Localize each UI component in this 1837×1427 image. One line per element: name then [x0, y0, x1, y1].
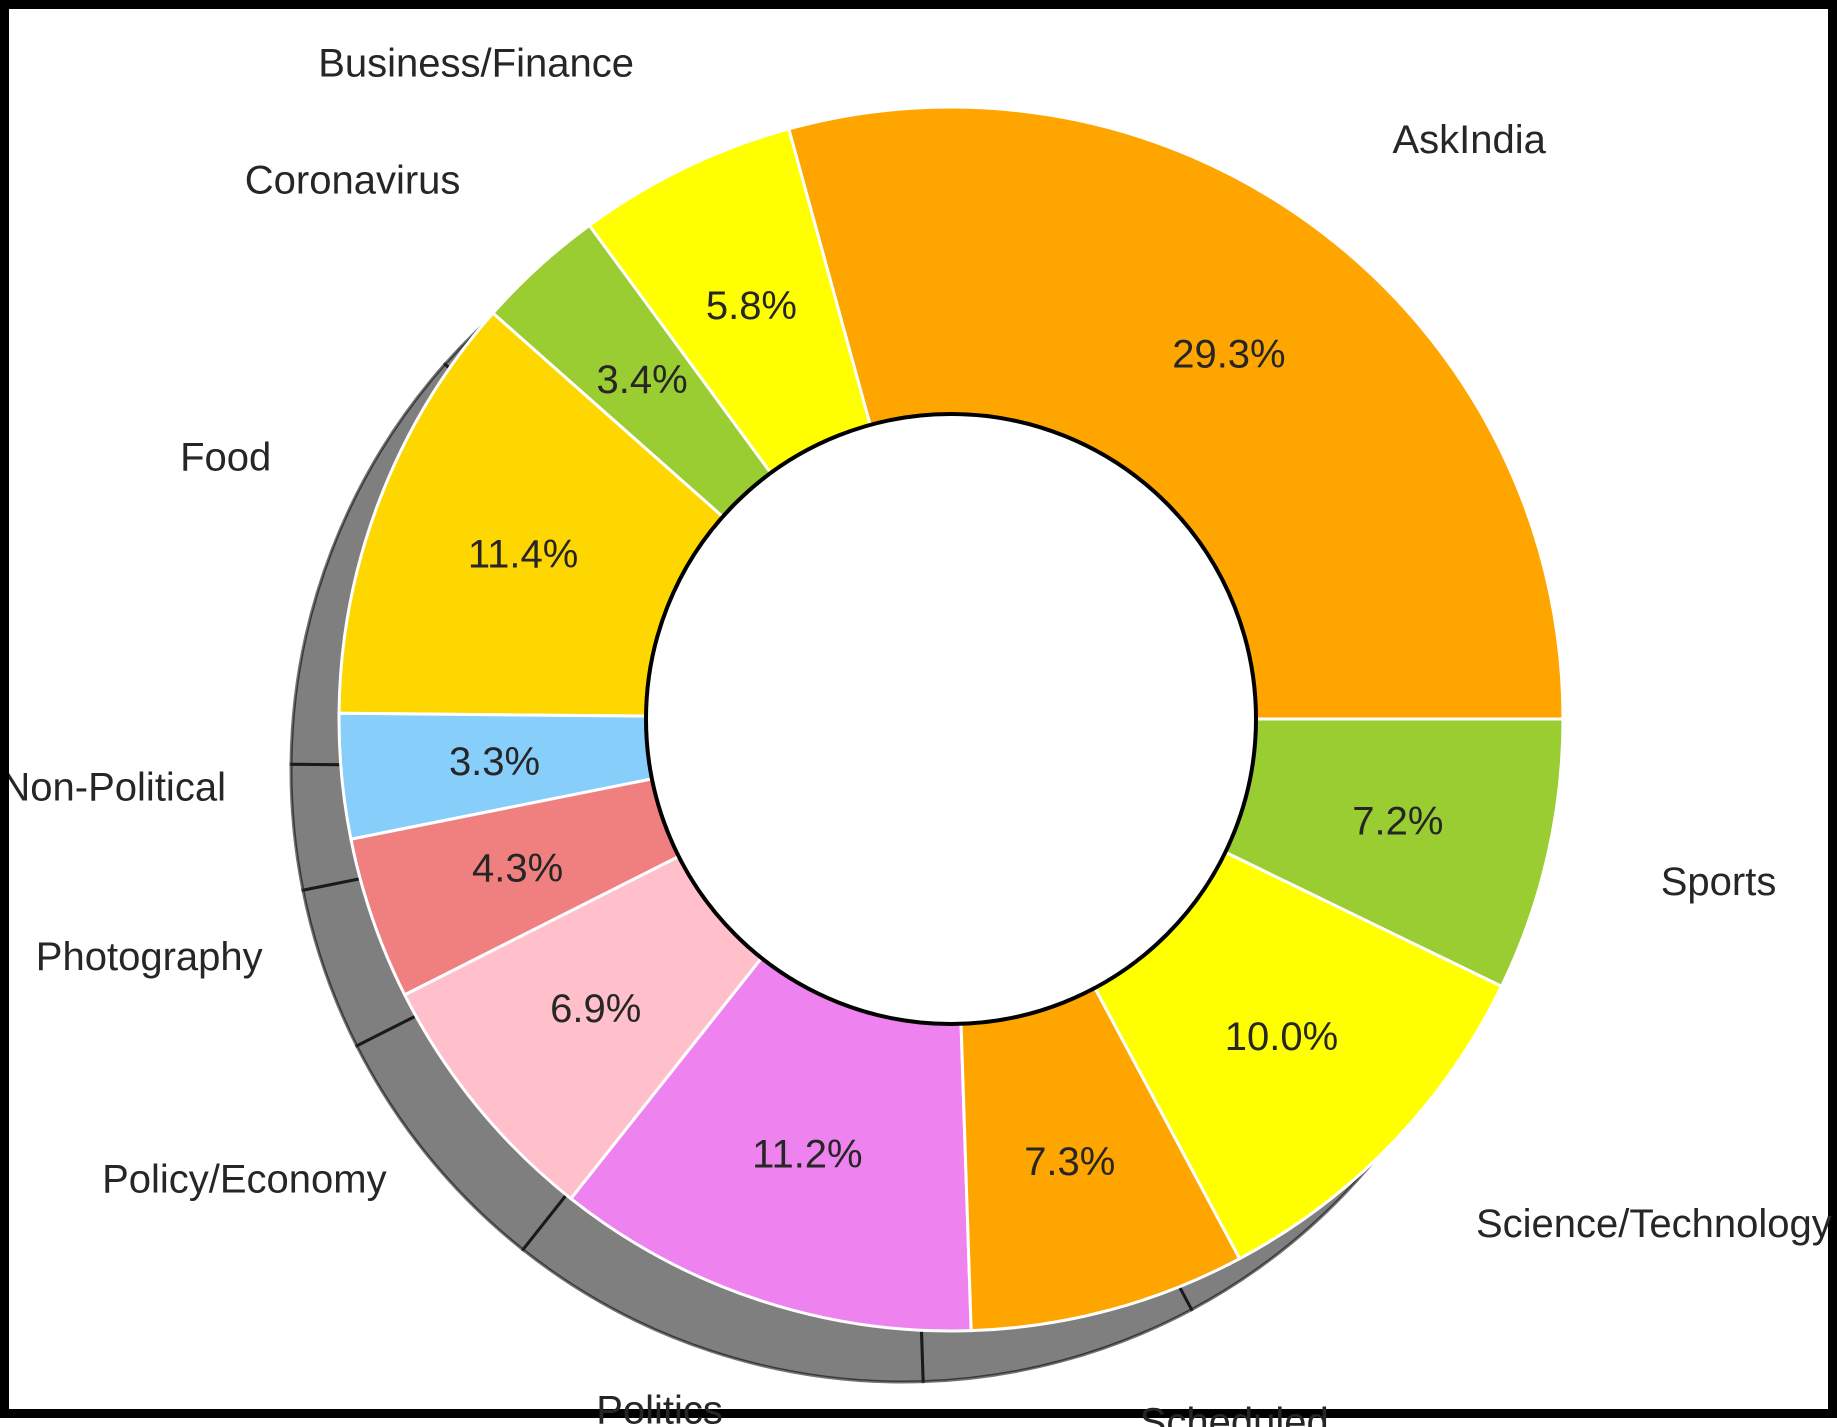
category-label-food: Food	[180, 436, 271, 480]
donut-hole	[644, 412, 1258, 1026]
percent-label-scheduled: 7.3%	[1024, 1140, 1115, 1184]
category-label-scheduled: Scheduled	[1140, 1400, 1329, 1427]
percent-label-non-political: 3.3%	[449, 740, 540, 784]
category-label-photography: Photography	[36, 935, 263, 979]
category-label-sports: Sports	[1661, 860, 1777, 904]
donut-chart: 29.3% 5.8% 3.4% 11.4% 3.3% 4.3% 6.9% 11.2% 7.3% 1…	[9, 41, 1832, 1427]
category-label-coronavirus: Coronavirus	[245, 159, 461, 203]
percent-label-science-technology: 10.0%	[1225, 1015, 1338, 1059]
category-label-askindia: AskIndia	[1392, 118, 1546, 162]
category-labels: AskIndia Business/Finance Coronavirus Food N…	[9, 41, 1832, 1427]
percent-label-sports: 7.2%	[1352, 800, 1443, 844]
category-label-policy-economy: Policy/Economy	[102, 1157, 387, 1201]
category-label-business-finance: Business/Finance	[318, 41, 634, 85]
percent-label-politics: 11.2%	[752, 1132, 862, 1176]
percent-labels: 29.3% 5.8% 3.4% 11.4% 3.3% 4.3% 6.9% 11.2% 7.3% 1…	[449, 284, 1443, 1184]
category-label-science-technology: Science/Technology	[1476, 1202, 1832, 1246]
percent-label-photography: 4.3%	[472, 847, 563, 891]
percent-label-coronavirus: 3.4%	[597, 358, 688, 402]
percent-label-askindia: 29.3%	[1172, 332, 1285, 376]
percent-label-policy-economy: 6.9%	[550, 987, 641, 1031]
percent-label-food: 11.4%	[468, 532, 578, 576]
percent-label-business-finance: 5.8%	[706, 284, 797, 328]
category-label-politics: Politics	[596, 1389, 723, 1427]
category-label-non-political: Non-Political	[9, 765, 226, 809]
